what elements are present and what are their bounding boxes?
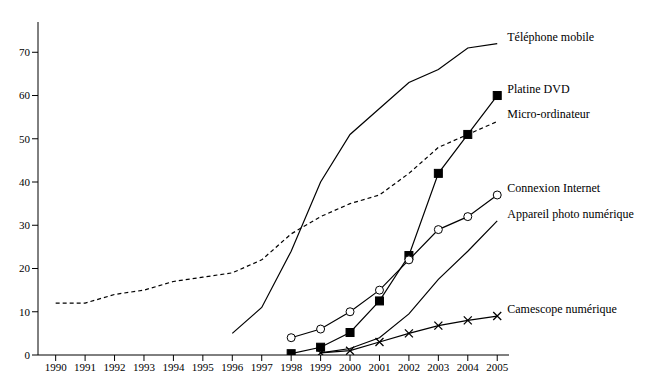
svg-text:60: 60 xyxy=(19,89,31,101)
svg-text:Connexion Internet: Connexion Internet xyxy=(507,181,601,195)
svg-text:1999: 1999 xyxy=(310,361,333,373)
svg-text:2005: 2005 xyxy=(486,361,509,373)
svg-text:Camescope numérique: Camescope numérique xyxy=(507,302,617,316)
svg-text:1997: 1997 xyxy=(251,361,274,373)
svg-text:1990: 1990 xyxy=(45,361,68,373)
svg-text:2002: 2002 xyxy=(398,361,420,373)
svg-text:1996: 1996 xyxy=(221,361,244,373)
svg-text:Micro-ordinateur: Micro-ordinateur xyxy=(507,107,590,121)
svg-text:10: 10 xyxy=(19,306,31,318)
svg-text:1993: 1993 xyxy=(133,361,156,373)
svg-text:1994: 1994 xyxy=(162,361,185,373)
svg-text:1991: 1991 xyxy=(74,361,96,373)
svg-text:Platine DVD: Platine DVD xyxy=(507,82,570,96)
svg-text:1992: 1992 xyxy=(104,361,126,373)
svg-text:70: 70 xyxy=(19,46,31,58)
svg-text:Appareil photo numérique: Appareil photo numérique xyxy=(507,207,634,221)
svg-text:1998: 1998 xyxy=(280,361,303,373)
svg-text:50: 50 xyxy=(19,133,31,145)
svg-text:1995: 1995 xyxy=(192,361,215,373)
svg-text:30: 30 xyxy=(19,219,31,231)
svg-text:2004: 2004 xyxy=(457,361,480,373)
svg-text:2000: 2000 xyxy=(339,361,362,373)
svg-text:0: 0 xyxy=(25,349,31,361)
svg-text:2001: 2001 xyxy=(368,361,390,373)
svg-text:20: 20 xyxy=(19,262,31,274)
svg-text:40: 40 xyxy=(19,176,31,188)
svg-text:2003: 2003 xyxy=(427,361,450,373)
svg-text:Téléphone mobile: Téléphone mobile xyxy=(507,30,594,44)
